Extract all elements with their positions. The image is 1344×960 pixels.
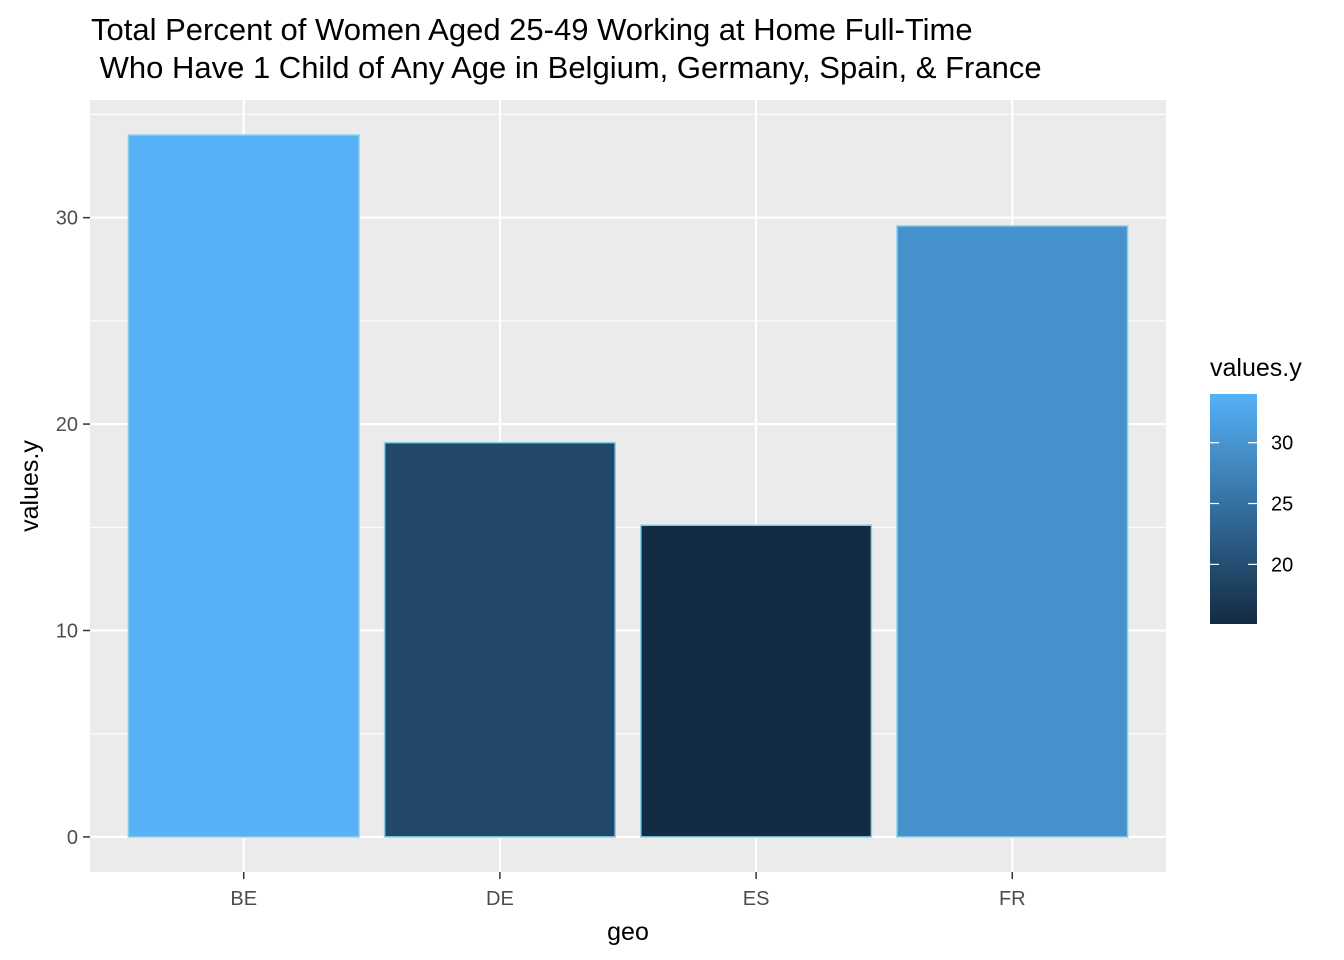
x-tick-label-fr: FR [999, 888, 1026, 910]
legend-tick-label: 30 [1271, 433, 1293, 455]
bars [127, 134, 1129, 838]
x-tick-label-es: ES [743, 888, 770, 910]
bar-es [640, 524, 873, 838]
chart-title-line-1: Total Percent of Women Aged 25-49 Workin… [91, 12, 973, 47]
bar-fr [896, 225, 1129, 838]
legend-colorbar [1210, 394, 1257, 624]
x-tick-label-de: DE [486, 888, 514, 910]
x-axis: BE DE ES FR [230, 872, 1026, 910]
y-tick-label: 30 [56, 208, 78, 230]
legend-tick-label: 25 [1271, 494, 1293, 516]
y-axis: 0 10 20 30 [56, 208, 90, 849]
legend-title: values.y [1210, 354, 1302, 382]
legend: values.y 20 25 30 [1210, 354, 1302, 624]
legend-tick-label: 20 [1271, 554, 1293, 576]
y-axis-title: values.y [16, 440, 44, 532]
bar-be [127, 134, 360, 838]
chart-title-line-2: Who Have 1 Child of Any Age in Belgium, … [91, 50, 1042, 85]
y-tick-label: 20 [56, 414, 78, 436]
y-tick-label: 10 [56, 620, 78, 642]
x-tick-label-be: BE [230, 888, 257, 910]
y-tick-label: 0 [67, 827, 78, 849]
legend-ticks: 20 25 30 [1210, 433, 1293, 576]
bar-de [383, 441, 616, 838]
x-axis-title: geo [607, 918, 649, 946]
